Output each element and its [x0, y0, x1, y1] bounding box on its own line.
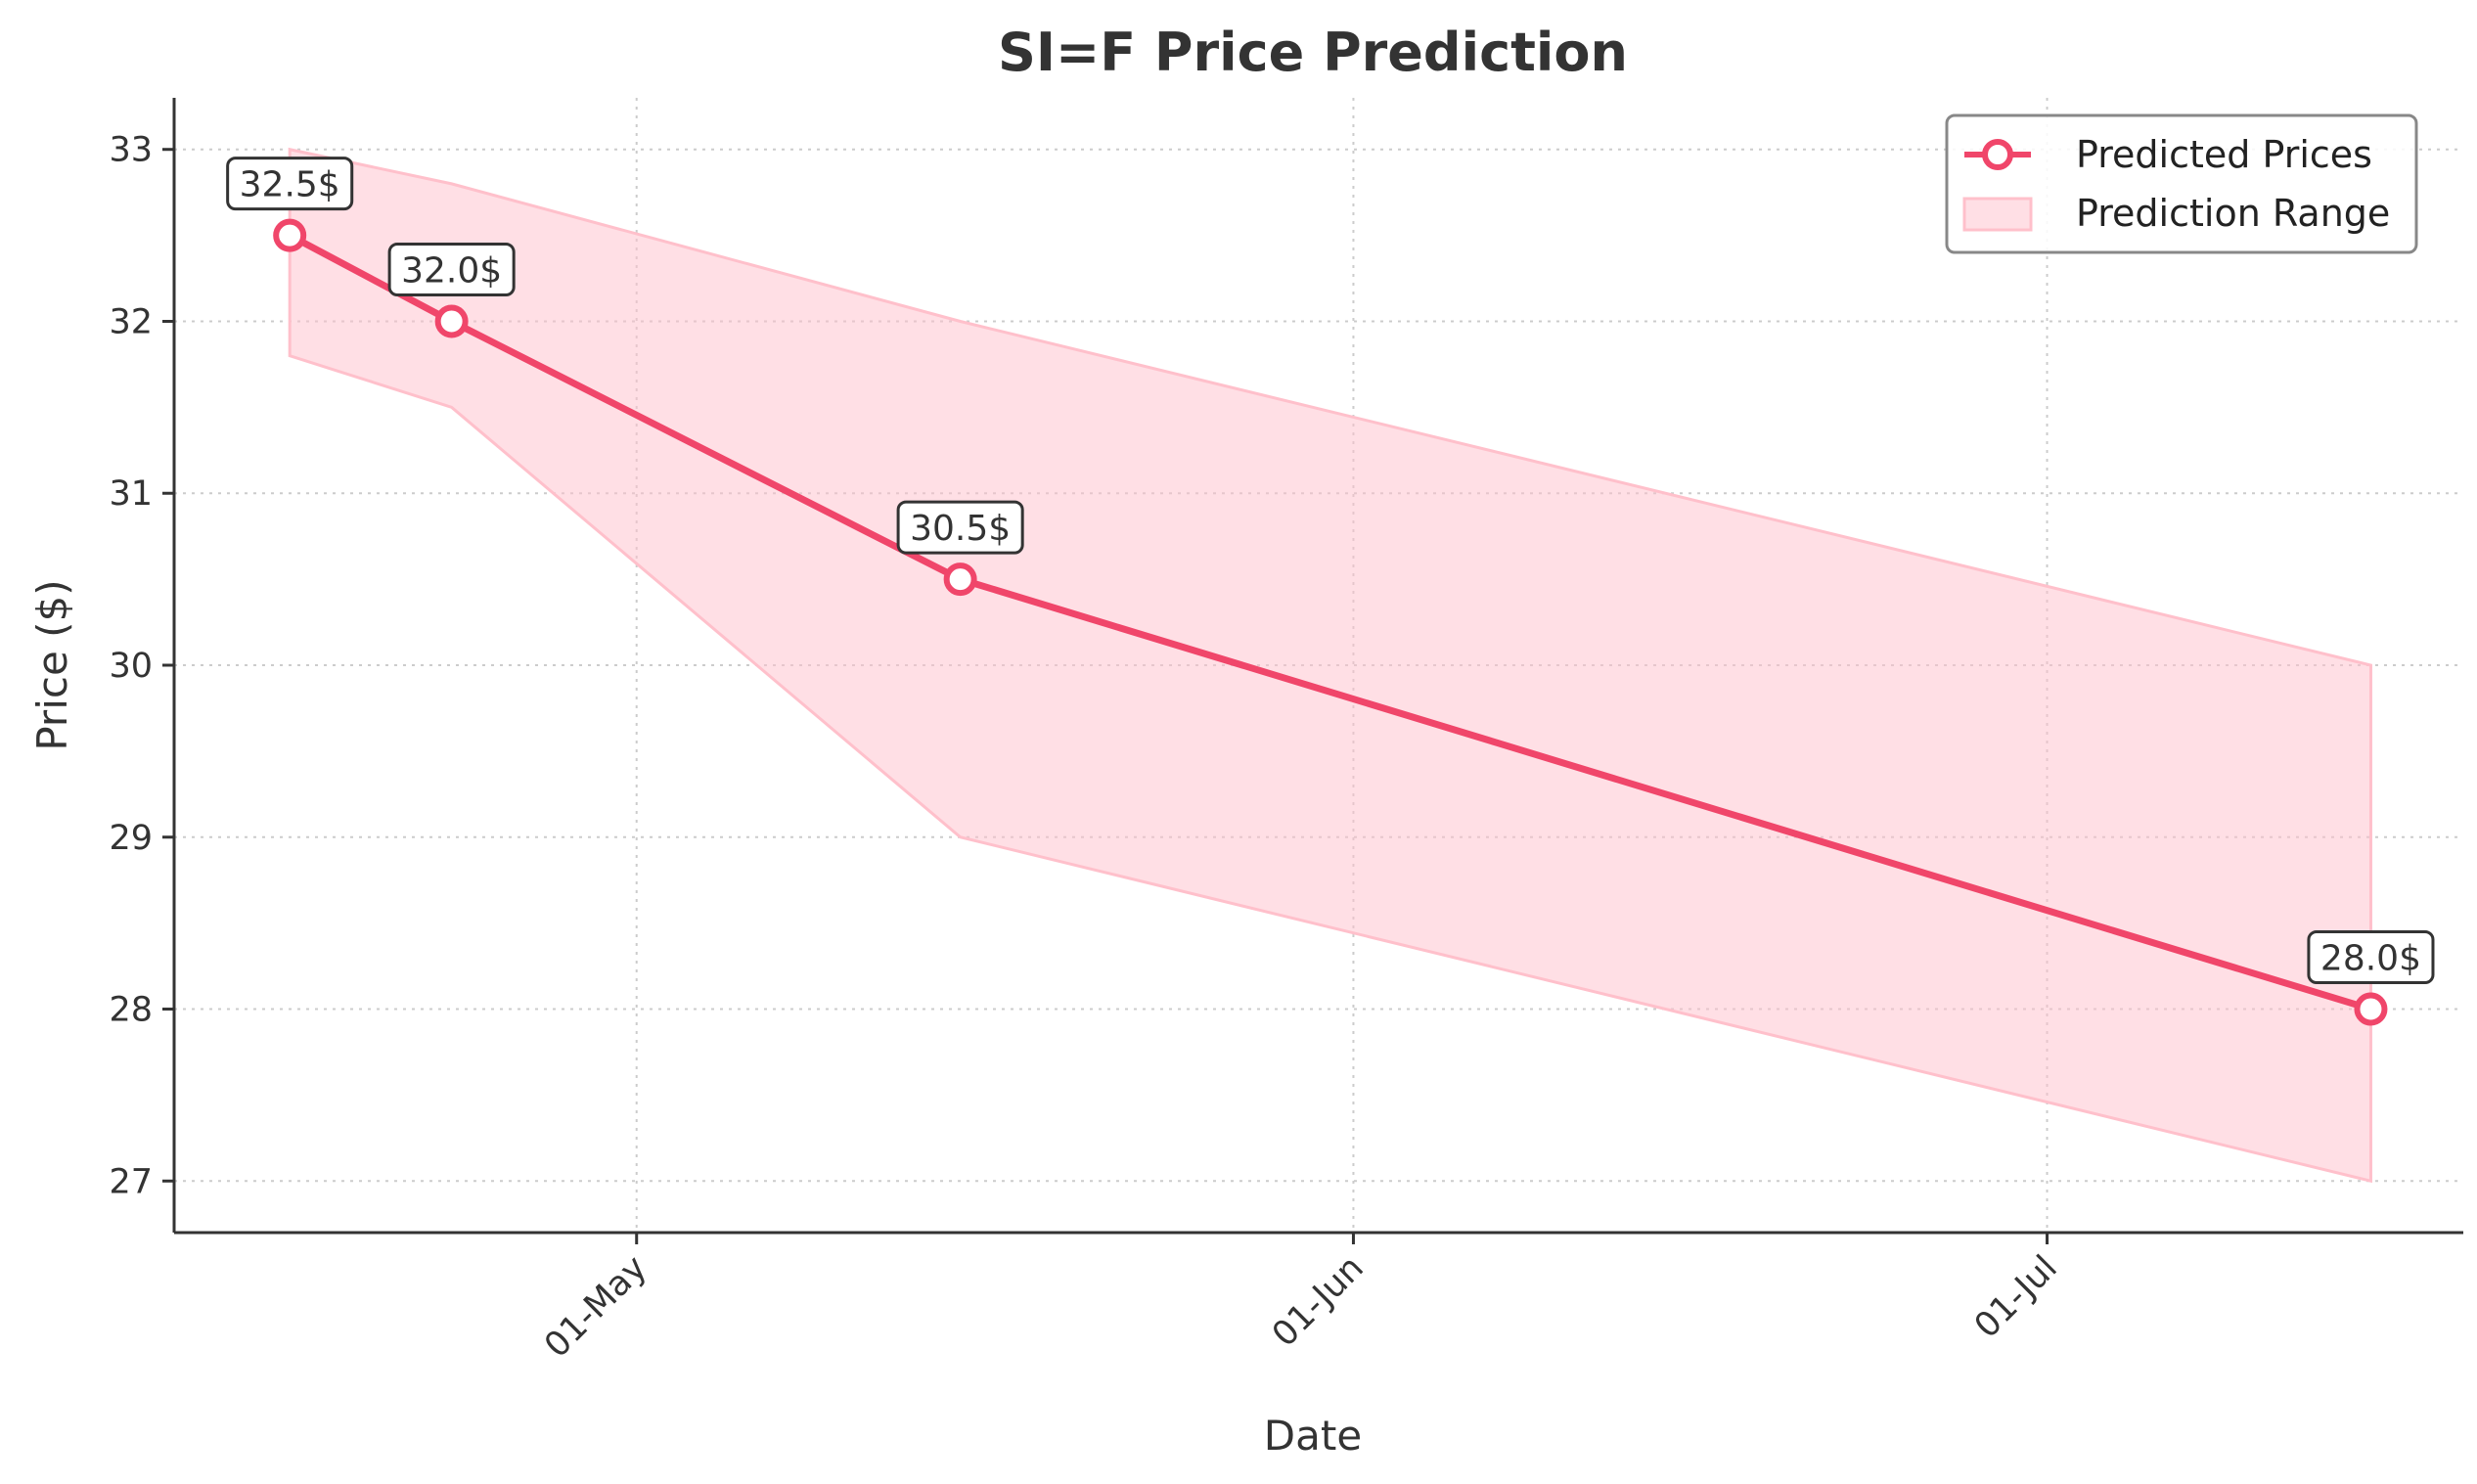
data-label: 32.5$ [226, 157, 354, 211]
legend-box [1945, 113, 2418, 254]
x-axis-label: Date [1264, 1412, 1362, 1460]
data-label: 28.0$ [2307, 930, 2435, 985]
legend-label-range: Prediction Range [2076, 192, 2390, 235]
prediction-range-band [288, 147, 2372, 1184]
data-label-box [226, 157, 354, 211]
data-label-text: 32.5$ [240, 165, 340, 205]
y-axis-label: Price ($) [28, 579, 76, 750]
data-label-box [896, 500, 1024, 555]
data-label-box [2307, 930, 2435, 985]
y-tick-label: 32 [109, 302, 153, 341]
y-tick-label: 30 [109, 647, 153, 686]
data-point-marker [943, 562, 977, 597]
predicted-prices-line [288, 232, 2372, 1012]
y-tick-label: 29 [109, 819, 153, 858]
data-label-box [387, 242, 516, 296]
y-tick-label: 27 [109, 1162, 153, 1201]
legend-marker-swatch [1982, 139, 2013, 170]
y-tick-label: 31 [109, 474, 153, 514]
y-tick-label: 28 [109, 991, 153, 1030]
prediction-range-layer [288, 147, 2372, 1184]
legend: Predicted Prices Prediction Range [1945, 113, 2418, 254]
data-point-marker [2354, 992, 2388, 1026]
data-label: 32.0$ [387, 242, 516, 296]
data-label-text: 30.5$ [910, 509, 1011, 549]
legend-range-swatch [1962, 197, 2033, 232]
y-tick-label: 33 [109, 131, 153, 170]
data-labels-layer: 32.5$ 32.0$ 30.5$ 28.0$ [226, 157, 2435, 985]
predicted-prices-layer [273, 218, 2388, 1026]
data-point-marker [434, 304, 469, 338]
legend-label-predicted: Predicted Prices [2076, 133, 2372, 176]
data-label: 30.5$ [896, 500, 1024, 555]
data-point-marker [273, 218, 307, 252]
data-label-text: 32.0$ [401, 250, 502, 291]
data-label-text: 28.0$ [2320, 939, 2421, 979]
chart-title: SI=F Price Prediction [998, 22, 1628, 83]
